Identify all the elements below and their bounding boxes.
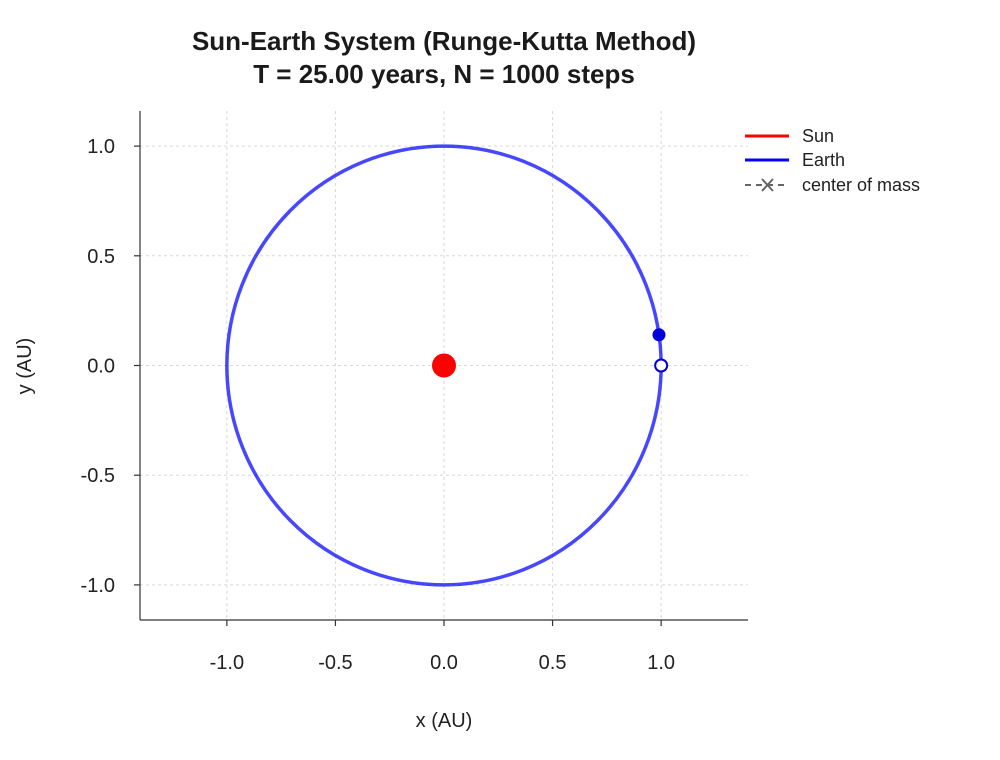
legend-marker-center-of-mass xyxy=(761,178,774,192)
y-axis-label: y (AU) xyxy=(14,338,36,395)
y-tick-label-2: 0.0 xyxy=(87,356,115,378)
earth-initial-marker xyxy=(654,358,669,373)
earth-final-marker xyxy=(652,328,666,342)
chart-subtitle: T = 25.00 years, N = 1000 steps xyxy=(253,59,635,89)
legend-label-earth: Earth xyxy=(802,150,845,170)
x-tick-label-0: -1.0 xyxy=(210,652,244,674)
x-tick-label-3: 0.5 xyxy=(539,652,567,674)
y-tick-label-4: 1.0 xyxy=(87,136,115,158)
x-tick-label-1: -0.5 xyxy=(318,652,352,674)
x-axis-label: x (AU) xyxy=(416,710,473,732)
x-tick-label-4: 1.0 xyxy=(647,652,675,674)
chart-title: Sun-Earth System (Runge-Kutta Method) xyxy=(192,26,696,56)
y-tick-label-3: 0.5 xyxy=(87,246,115,268)
y-tick-labels: -1.0 -0.5 0.0 0.5 1.0 xyxy=(81,136,140,597)
x-tick-labels: -1.0 -0.5 0.0 0.5 1.0 xyxy=(210,620,675,674)
sun-marker xyxy=(432,353,456,378)
y-tick-label-1: -0.5 xyxy=(81,465,115,487)
points-layer xyxy=(432,328,669,378)
legend-label-sun: Sun xyxy=(802,126,834,146)
legend: Sun Earth center of mass xyxy=(745,126,920,195)
y-tick-label-0: -1.0 xyxy=(81,575,115,597)
legend-label-center-of-mass: center of mass xyxy=(802,175,920,195)
x-tick-label-2: 0.0 xyxy=(430,652,458,674)
